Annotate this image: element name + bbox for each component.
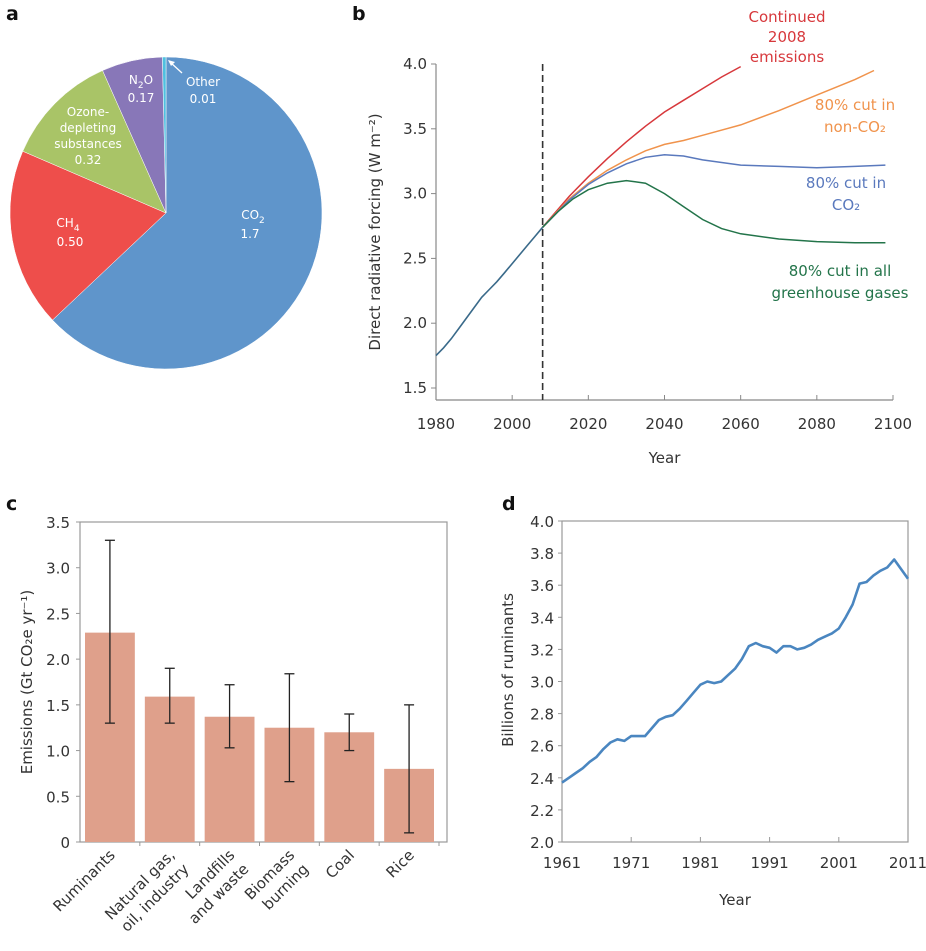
plot-frame [79,521,448,843]
pie-other-arrowhead [168,60,175,66]
x-tick-label: 1991 [751,854,789,872]
y-axis-label: Billions of ruminants [499,593,517,747]
series-label-2: 80% cut in [806,174,886,192]
series-label-1: non-CO₂ [824,118,886,136]
pie-value-ozone: 0.32 [75,153,102,167]
pie-value-ch4: 0.50 [57,235,84,249]
y-tick-label: 3.2 [530,641,554,659]
x-tick-label: 2060 [722,415,760,433]
y-tick-label: 2.0 [403,314,427,332]
y-tick-label: 2.0 [46,651,70,669]
x-tick-label: 1981 [681,854,719,872]
pie-value-co2: 1.7 [240,227,259,241]
pie-label-co2: CO2 [241,208,265,226]
pie-label-ch4: CH4 [56,216,79,234]
y-tick-label: 3.5 [46,514,70,532]
x-tick-label: 1980 [417,415,455,433]
y-tick-label: 4.0 [403,55,427,73]
y-tick-label: 3.0 [403,185,427,203]
series-label-0: emissions [750,48,824,66]
series-line-0 [542,65,742,228]
x-axis-label: Year [718,891,752,909]
panel-letter-a: a [6,3,19,25]
x-tick-label: 2011 [889,854,926,872]
x-axis-label: Year [648,449,682,467]
y-tick-label: 2.5 [46,605,70,623]
x-tick-label: 2001 [820,854,858,872]
y-tick-label: 3.6 [530,577,554,595]
x-tick-label: 2080 [798,415,836,433]
x-tick-label: 2020 [569,415,607,433]
series-label-0: 2008 [768,28,806,46]
x-category-label: Coal [322,846,358,882]
x-tick-label: 1961 [543,854,581,872]
y-tick-label: 0 [60,834,70,852]
x-tick-label: 2000 [493,415,531,433]
pie-value-other: 0.01 [190,92,217,106]
y-tick-label: 3.0 [530,674,554,692]
y-axis-label: Direct radiative forcing (W m⁻²) [366,113,384,350]
series-label-1: 80% cut in [815,96,895,114]
series-line-2 [542,153,886,228]
history-line [435,226,544,357]
y-axis-label: Emissions (Gt CO₂e yr⁻¹) [18,590,36,775]
series-label-2: CO₂ [832,196,860,214]
y-tick-label: 3.8 [530,545,554,563]
series-line-1 [542,69,875,228]
pie-label-ozone-line: depleting [60,121,117,135]
series-label-0: Continued [749,8,826,26]
pie-value-n2o: 0.17 [128,91,155,105]
pie-slice-ozone-depleting-substances [22,70,167,214]
panel-letter-b: b [352,3,366,25]
pie-slice-co2 [52,56,323,370]
x-tick-label: 2100 [874,415,912,433]
ruminants-line-chart: 2.0 2.2 2.4 2.6 2.8 3.0 3.2 3.4 3.6 3.8 4.0 1961 197… [499,513,926,909]
y-tick-label: 1.0 [46,743,70,761]
plot-frame [561,520,909,843]
y-tick-label: 3.5 [403,120,427,138]
y-tick-label: 2.6 [530,738,554,756]
series-label-3: greenhouse gases [772,284,909,302]
x-tick-label: 2040 [645,415,683,433]
pie-label-other: Other [186,75,220,89]
pie-label-ozone-line: substances [54,137,122,151]
panel-letter-c: c [6,493,17,515]
y-tick-label: 2.8 [530,706,554,724]
forcing-line-chart: 1.5 2.0 2.5 3.0 3.5 4.0 1980 2000 2020 2040 2060 20… [366,8,912,467]
series-line-3 [542,179,886,244]
y-tick-label: 0.5 [46,788,70,806]
y-tick-label: 1.5 [403,379,427,397]
y-tick-label: 3.4 [530,609,554,627]
y-tick-label: 2.0 [530,834,554,852]
y-tick-label: 2.2 [530,802,554,820]
pie-label-ozone-line: Ozone- [67,105,109,119]
pie-label-n2o: N2O [129,73,153,91]
series-label-3: 80% cut in all [789,262,891,280]
x-tick-label: 1971 [612,854,650,872]
y-tick-label: 4.0 [530,513,554,531]
y-tick-label: 2.4 [530,770,554,788]
panel-letter-d: d [502,493,516,515]
x-category-label: Rice [383,846,418,881]
pie-slice-other [162,56,167,214]
ruminants-line [561,558,910,784]
y-tick-label: 2.5 [403,249,427,267]
y-tick-label: 3.0 [46,560,70,578]
pie-slice-ch4 [9,150,167,321]
y-tick-label: 1.5 [46,697,70,715]
